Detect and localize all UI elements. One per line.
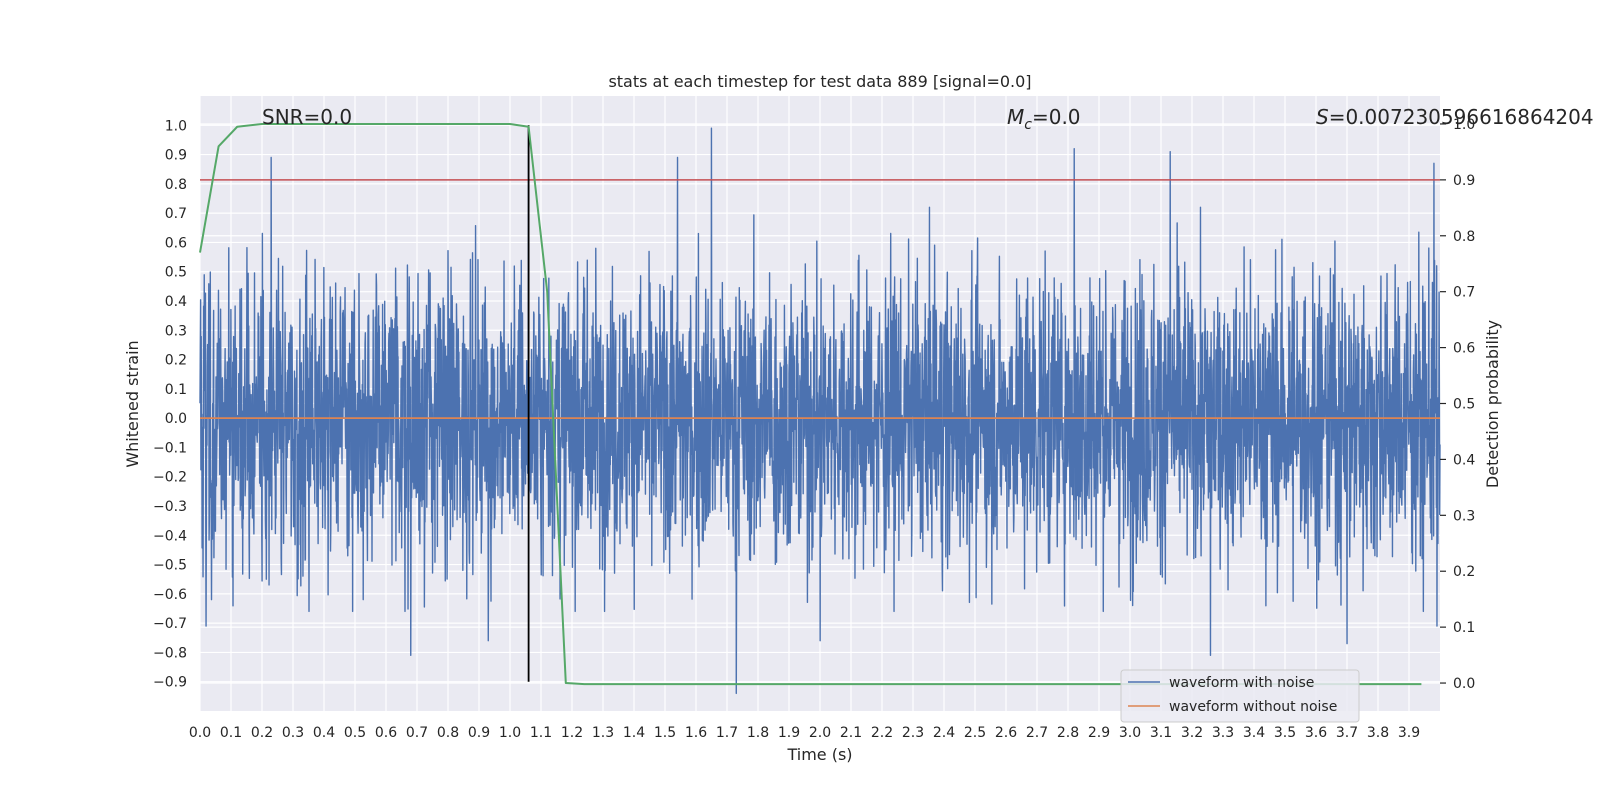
x-tick-label: 1.9 (778, 725, 800, 741)
x-tick-label: 1.7 (716, 725, 738, 741)
x-tick-label: 3.7 (1336, 725, 1358, 741)
x-tick-label: 2.6 (995, 725, 1017, 741)
x-tick-label: 2.0 (809, 725, 831, 741)
y2-tick-label: 1.0 (1453, 117, 1475, 133)
mc-annotation: Mc=0.0 (1007, 105, 1081, 133)
s-symbol: S (1316, 105, 1329, 129)
y2-tick-label: 0.3 (1453, 508, 1475, 524)
y2-tick-label: 0.4 (1453, 452, 1475, 468)
y-tick-label: −0.3 (153, 499, 187, 515)
y-tick-label: 1.0 (165, 118, 187, 134)
chart-title: stats at each timestep for test data 889… (608, 72, 1031, 91)
x-tick-label: 1.0 (499, 725, 521, 741)
y-ticks: −0.9 −0.8 −0.7 −0.6 −0.5 −0.4 −0.3 −0.2 −0.1 0.0 0… (153, 118, 187, 690)
prob-series (199, 122, 1422, 686)
x-tick-label: 2.2 (871, 725, 893, 741)
y2-tick-label: 0.5 (1453, 397, 1475, 413)
x-tick-label: 2.9 (1088, 725, 1110, 741)
legend-label-clean: waveform without noise (1169, 699, 1337, 715)
y2-tick-label: 0.2 (1453, 564, 1475, 580)
y2-tick-label: 0.1 (1453, 620, 1475, 636)
x-tick-label: 0.4 (313, 725, 335, 741)
y-tick-label: 0.4 (165, 294, 187, 310)
y-tick-label: 0.2 (165, 353, 187, 369)
y-tick-label: −0.6 (153, 587, 187, 603)
x-tick-label: 0.0 (189, 725, 211, 741)
x-tick-label: 0.6 (375, 725, 397, 741)
y-tick-label: 0.3 (165, 323, 187, 339)
y-tick-label: −0.1 (153, 440, 187, 456)
mc-subscript: c (1024, 117, 1032, 133)
x-tick-label: 2.1 (840, 725, 862, 741)
x-tick-label: 2.8 (1057, 725, 1079, 741)
y-tick-label: −0.2 (153, 470, 187, 486)
x-tick-label: 3.4 (1243, 725, 1265, 741)
y2-tick-label: 0.6 (1453, 341, 1475, 357)
x-tick-label: 3.8 (1367, 725, 1389, 741)
y-tick-label: 0.5 (165, 265, 187, 281)
x-tick-label: 2.5 (964, 725, 986, 741)
x-tick-label: 0.3 (282, 725, 304, 741)
x-tick-label: 0.9 (468, 725, 490, 741)
mc-value: =0.0 (1032, 105, 1081, 129)
x-tick-label: 1.4 (623, 725, 645, 741)
x-tick-label: 1.6 (685, 725, 707, 741)
y-tick-label: 0.8 (165, 177, 187, 193)
series-waveform-with-noise (199, 127, 1441, 695)
y2-tick-label: 0.8 (1453, 229, 1475, 245)
s-value: =0.007230596616864204 (1329, 105, 1594, 129)
x-ticks: 0.0 0.1 0.2 0.3 0.4 0.5 0.6 0.7 0.8 0.9 1.0 1.1 1.2 1… (189, 725, 1420, 741)
legend-label-noise: waveform with noise (1169, 675, 1314, 691)
x-tick-label: 3.6 (1305, 725, 1327, 741)
legend-box (1120, 669, 1360, 723)
y-tick-label: −0.8 (153, 645, 187, 661)
y-axis-label: Whitened strain (123, 340, 142, 467)
x-tick-label: 1.1 (530, 725, 552, 741)
x-tick-label: 3.9 (1398, 725, 1420, 741)
noise-series (199, 127, 1441, 695)
x-tick-label: 1.2 (561, 725, 583, 741)
x-tick-label: 1.5 (654, 725, 676, 741)
x-tick-label: 3.5 (1274, 725, 1296, 741)
x-tick-label: 0.8 (437, 725, 459, 741)
y-tick-label: 0.1 (165, 382, 187, 398)
x-tick-label: 0.1 (220, 725, 242, 741)
mc-symbol: M (1007, 105, 1024, 129)
x-tick-label: 1.3 (592, 725, 614, 741)
x-tick-label: 3.1 (1150, 725, 1172, 741)
x-tick-label: 3.2 (1181, 725, 1203, 741)
s-annotation: S=0.007230596616864204 (1316, 105, 1594, 129)
x-tick-label: 3.3 (1212, 725, 1234, 741)
y-tick-label: 0.9 (165, 148, 187, 164)
y2-axis-label: Detection probability (1483, 320, 1502, 488)
y-tick-label: −0.7 (153, 616, 187, 632)
y-tick-label: 0.7 (165, 206, 187, 222)
y2-ticks: 0.0 0.1 0.2 0.3 0.4 0.5 0.6 0.7 0.8 0.9 1.0 (1440, 117, 1475, 692)
x-tick-label: 3.0 (1119, 725, 1141, 741)
x-tick-label: 2.7 (1026, 725, 1048, 741)
x-tick-label: 0.2 (251, 725, 273, 741)
y-tick-label: −0.4 (153, 528, 187, 544)
y-tick-label: −0.5 (153, 558, 187, 574)
y-tick-label: 0.0 (165, 411, 187, 427)
x-tick-label: 0.7 (406, 725, 428, 741)
x-tick-label: 1.8 (747, 725, 769, 741)
legend: waveform with noise waveform without noi… (1120, 669, 1360, 723)
x-axis-label: Time (s) (786, 745, 852, 764)
y-tick-label: 0.6 (165, 235, 187, 251)
y2-tick-label: 0.9 (1453, 173, 1475, 189)
snr-annotation: SNR=0.0 (262, 105, 352, 129)
x-tick-label: 0.5 (344, 725, 366, 741)
x-tick-label: 2.3 (902, 725, 924, 741)
series-detection-probability (199, 122, 1422, 686)
y-tick-label: −0.9 (153, 675, 187, 691)
y2-tick-label: 0.7 (1453, 285, 1475, 301)
x-tick-label: 2.4 (933, 725, 955, 741)
y2-tick-label: 0.0 (1453, 676, 1475, 692)
